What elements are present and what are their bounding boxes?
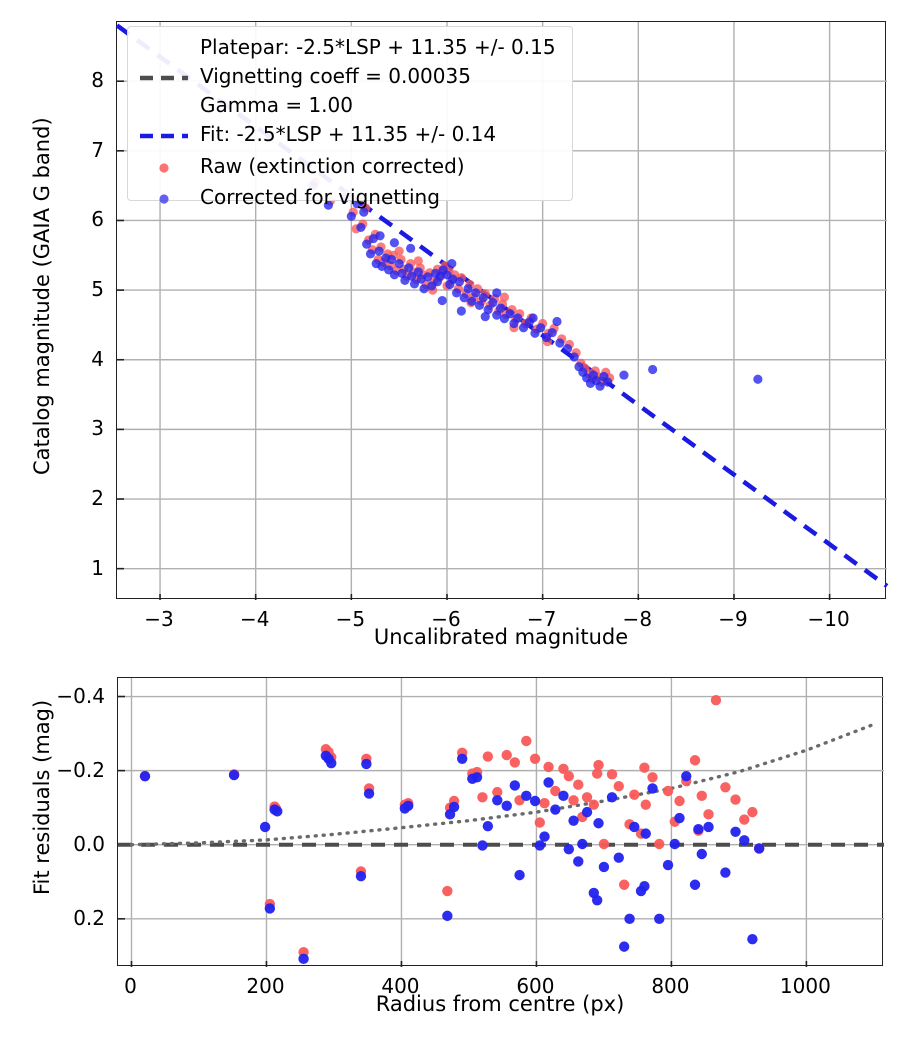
y-tick-label: 3	[91, 416, 104, 441]
y-tick-label: −0.4	[56, 683, 105, 708]
fit-residuals-plot	[117, 677, 884, 967]
legend-entry: Fit: -2.5*LSP + 11.35 +/- 0.14	[128, 122, 572, 150]
x-tick-label: −7	[526, 607, 557, 631]
x-tick-label: −9	[718, 607, 748, 631]
residuals-x-axis-label: Radius from centre (px)	[375, 992, 625, 1016]
fit-residuals-canvas	[118, 678, 884, 967]
x-tick-label: −5	[335, 607, 366, 631]
legend-dot-icon	[159, 163, 169, 173]
legend-entry: Vignetting coeff = 0.00035	[128, 64, 572, 92]
x-tick-label: −3	[144, 607, 174, 631]
legend-label: Platepar: -2.5*LSP + 11.35 +/- 0.15	[200, 35, 556, 59]
legend-label: Gamma = 1.00	[200, 93, 353, 117]
legend-entry: Raw (extinction corrected)	[128, 154, 572, 182]
y-tick-label: 0.0	[73, 831, 105, 856]
legend-dashed-line-icon	[140, 133, 188, 139]
x-tick-label: 600	[516, 974, 555, 998]
legend: Platepar: -2.5*LSP + 11.35 +/- 0.15 Vigne…	[127, 26, 573, 209]
y-tick-label: 2	[91, 486, 104, 511]
legend-dashed-line-icon	[140, 75, 188, 81]
legend-dot-icon	[159, 194, 169, 204]
legend-label: Fit: -2.5*LSP + 11.35 +/- 0.14	[200, 122, 497, 146]
scatter-series	[139, 750, 765, 965]
residuals-y-axis-label: Fit residuals (mag)	[30, 699, 54, 895]
y-tick-label: 7	[91, 137, 104, 162]
y-tick-label: 0.2	[73, 905, 105, 930]
x-tick-label: −4	[239, 607, 270, 631]
x-tick-label: 1000	[779, 974, 831, 998]
magnitude-y-axis-label: Catalog magnitude (GAIA G band)	[30, 117, 54, 475]
x-tick-label: 400	[381, 974, 420, 998]
x-tick-label: 0	[124, 974, 137, 998]
legend-entry: Corrected for vignetting	[128, 185, 572, 213]
magnitude-x-axis-label: Uncalibrated magnitude	[373, 625, 629, 649]
y-tick-label: 5	[91, 277, 104, 302]
x-tick-label: −10	[807, 607, 850, 631]
y-tick-label: 1	[91, 555, 104, 580]
scatter-series	[308, 181, 763, 391]
y-tick-label: 8	[91, 68, 104, 93]
legend-label: Corrected for vignetting	[200, 185, 440, 209]
y-tick-label: 6	[91, 207, 104, 232]
legend-entry: Gamma = 1.00	[128, 93, 572, 121]
y-tick-label: −0.2	[56, 757, 105, 782]
legend-label: Vignetting coeff = 0.00035	[200, 64, 471, 88]
legend-entry: Platepar: -2.5*LSP + 11.35 +/- 0.15	[128, 35, 572, 63]
x-tick-label: 200	[246, 974, 285, 998]
y-tick-label: 4	[91, 346, 104, 371]
x-tick-label: 800	[651, 974, 690, 998]
x-tick-label: −6	[431, 607, 461, 631]
legend-label: Raw (extinction corrected)	[200, 154, 465, 178]
x-tick-label: −8	[622, 607, 653, 631]
